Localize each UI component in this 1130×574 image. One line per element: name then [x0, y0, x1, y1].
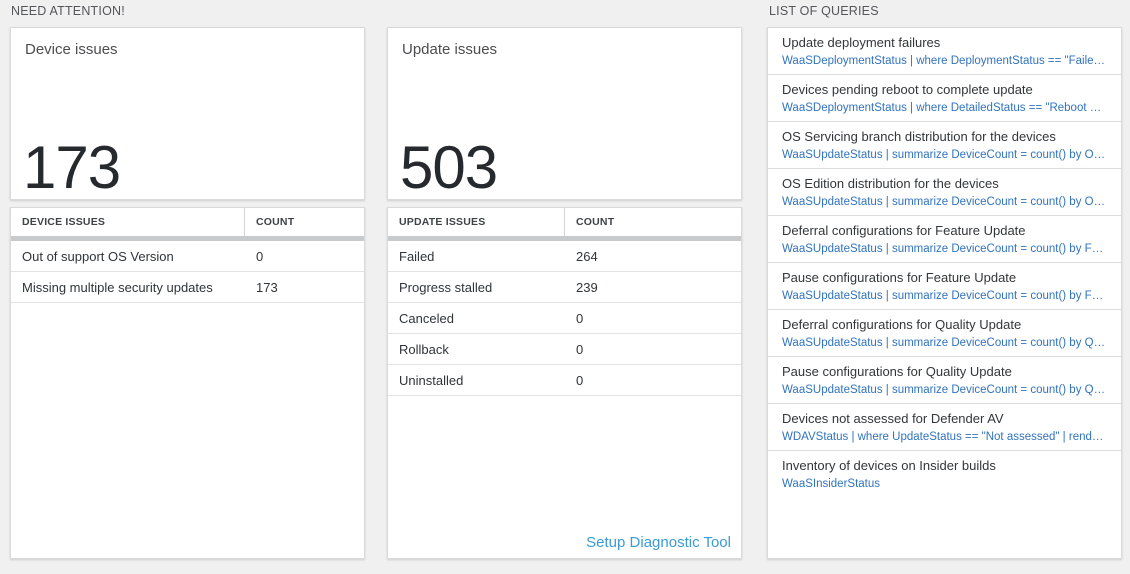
row-label: Failed [399, 248, 435, 264]
row-count: 0 [576, 372, 584, 388]
list-of-queries-heading: LIST OF QUERIES [769, 4, 879, 18]
query-link[interactable]: WaaSUpdateStatus | summarize DeviceCount… [782, 243, 1107, 255]
row-label: Rollback [399, 341, 449, 357]
query-item[interactable]: Inventory of devices on Insider builds W… [768, 451, 1121, 498]
row-label: Missing multiple security updates [22, 279, 213, 295]
list-of-queries-panel: Update deployment failures WaaSDeploymen… [767, 27, 1122, 559]
device-issues-title: Device issues [25, 41, 118, 58]
device-issues-tile[interactable]: Device issues 173 [10, 27, 365, 200]
update-issues-table: UPDATE ISSUES COUNT Failed 264 Progress … [387, 207, 742, 559]
device-issues-table-header: DEVICE ISSUES COUNT [11, 208, 364, 236]
query-title: Pause configurations for Quality Update [782, 364, 1012, 379]
query-link[interactable]: WaaSUpdateStatus | summarize DeviceCount… [782, 384, 1107, 396]
query-item[interactable]: OS Edition distribution for the devices … [768, 169, 1121, 216]
row-label: Out of support OS Version [22, 248, 174, 264]
query-item[interactable]: Deferral configurations for Feature Upda… [768, 216, 1121, 263]
table-row[interactable]: Uninstalled 0 [388, 365, 741, 396]
row-count: 0 [576, 310, 584, 326]
table-row[interactable]: Rollback 0 [388, 334, 741, 365]
table-row[interactable]: Progress stalled 239 [388, 272, 741, 303]
query-link[interactable]: WaaSUpdateStatus | summarize DeviceCount… [782, 149, 1107, 161]
query-title: Inventory of devices on Insider builds [782, 458, 996, 473]
column-header-count: COUNT [576, 216, 615, 228]
table-row[interactable]: Failed 264 [388, 241, 741, 272]
update-issues-table-header: UPDATE ISSUES COUNT [388, 208, 741, 236]
row-count: 0 [576, 341, 584, 357]
row-label: Progress stalled [399, 279, 493, 295]
query-title: Deferral configurations for Feature Upda… [782, 223, 1026, 238]
row-count: 173 [256, 279, 278, 295]
update-issues-title: Update issues [402, 41, 498, 58]
table-header-divider-bar [388, 236, 741, 241]
query-item[interactable]: Pause configurations for Quality Update … [768, 357, 1121, 404]
table-row[interactable]: Out of support OS Version 0 [11, 241, 364, 272]
query-link[interactable]: WDAVStatus | where UpdateStatus == "Not … [782, 431, 1107, 443]
query-title: OS Servicing branch distribution for the… [782, 129, 1056, 144]
update-issues-value: 503 [400, 134, 498, 201]
row-label: Uninstalled [399, 372, 464, 388]
need-attention-heading: NEED ATTENTION! [11, 4, 125, 18]
query-title: Devices pending reboot to complete updat… [782, 82, 1033, 97]
table-header-divider-bar [11, 236, 364, 241]
query-title: Devices not assessed for Defender AV [782, 411, 1004, 426]
update-issues-tile[interactable]: Update issues 503 [387, 27, 742, 200]
query-title: Deferral configurations for Quality Upda… [782, 317, 1022, 332]
query-title: OS Edition distribution for the devices [782, 176, 999, 191]
query-link[interactable]: WaaSInsiderStatus [782, 478, 881, 490]
query-title: Pause configurations for Feature Update [782, 270, 1017, 285]
table-row[interactable]: Missing multiple security updates 173 [11, 272, 364, 303]
query-item[interactable]: Devices not assessed for Defender AV WDA… [768, 404, 1121, 451]
device-issues-table: DEVICE ISSUES COUNT Out of support OS Ve… [10, 207, 365, 559]
query-link[interactable]: WaaSUpdateStatus | summarize DeviceCount… [782, 196, 1107, 208]
column-header-update-issues: UPDATE ISSUES [388, 208, 565, 236]
setup-diagnostic-tool-link[interactable]: Setup Diagnostic Tool [586, 534, 731, 551]
query-item[interactable]: OS Servicing branch distribution for the… [768, 122, 1121, 169]
column-header-device-issues: DEVICE ISSUES [11, 208, 245, 236]
query-item[interactable]: Deferral configurations for Quality Upda… [768, 310, 1121, 357]
row-label: Canceled [399, 310, 454, 326]
query-link[interactable]: WaaSUpdateStatus | summarize DeviceCount… [782, 337, 1107, 349]
query-item[interactable]: Update deployment failures WaaSDeploymen… [768, 28, 1121, 75]
query-link[interactable]: WaaSDeploymentStatus | where DeploymentS… [782, 55, 1107, 67]
row-count: 0 [256, 248, 264, 264]
table-row[interactable]: Canceled 0 [388, 303, 741, 334]
query-item[interactable]: Devices pending reboot to complete updat… [768, 75, 1121, 122]
device-issues-value: 173 [23, 134, 121, 201]
column-header-count: COUNT [256, 216, 295, 228]
query-item[interactable]: Pause configurations for Feature Update … [768, 263, 1121, 310]
row-count: 239 [576, 279, 598, 295]
query-link[interactable]: WaaSUpdateStatus | summarize DeviceCount… [782, 290, 1107, 302]
query-link[interactable]: WaaSDeploymentStatus | where DetailedSta… [782, 102, 1107, 114]
query-title: Update deployment failures [782, 35, 941, 50]
row-count: 264 [576, 248, 598, 264]
